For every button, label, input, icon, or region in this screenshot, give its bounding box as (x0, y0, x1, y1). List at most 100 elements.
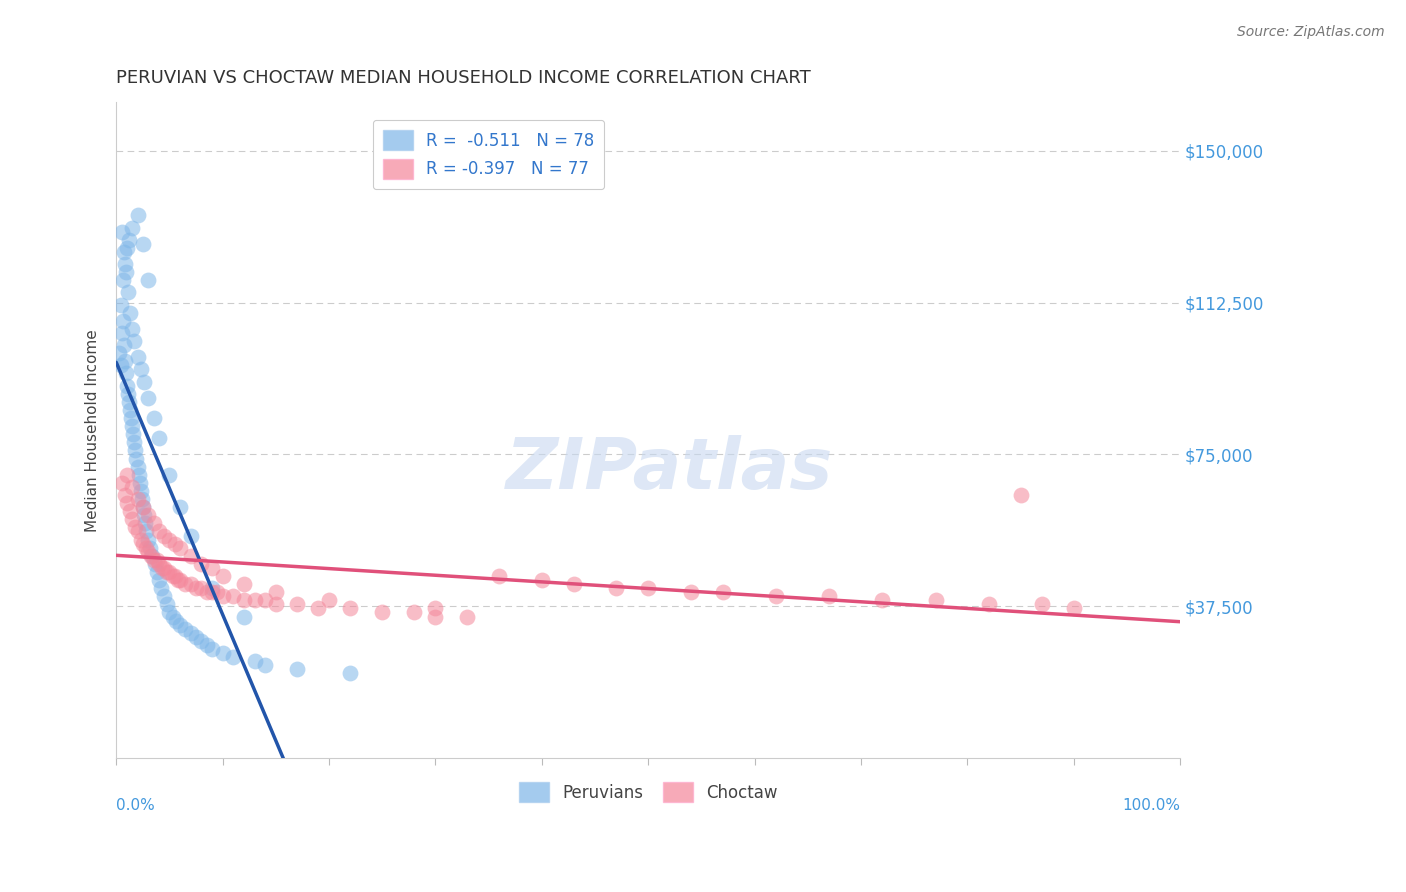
Point (264, 598, 287, 612)
Point (159, 533, 181, 547)
Point (145, 565, 167, 579)
Point (159, 606, 181, 620)
Point (180, 528, 202, 542)
Point (136, 545, 159, 559)
Point (124, 334, 146, 348)
Point (132, 375, 155, 389)
Point (167, 573, 190, 587)
Point (136, 533, 159, 547)
Point (139, 541, 162, 555)
Point (190, 557, 212, 571)
Point (169, 573, 191, 587)
Point (149, 581, 172, 595)
Point (201, 561, 224, 575)
Point (169, 617, 191, 632)
Point (115, 378, 138, 392)
Point (180, 549, 202, 563)
Point (115, 241, 138, 255)
Text: Source: ZipAtlas.com: Source: ZipAtlas.com (1237, 25, 1385, 39)
Point (120, 306, 142, 320)
Point (163, 569, 186, 583)
Point (127, 459, 149, 474)
Point (222, 650, 245, 665)
Point (132, 236, 155, 251)
Point (924, 593, 946, 607)
Point (127, 350, 149, 364)
Point (115, 496, 138, 510)
Point (165, 614, 187, 628)
Point (637, 581, 659, 595)
Point (148, 573, 170, 587)
Point (169, 541, 191, 555)
Text: 0.0%: 0.0% (117, 797, 155, 813)
Point (530, 573, 553, 587)
Point (339, 601, 361, 615)
Point (118, 394, 141, 409)
Point (110, 225, 132, 239)
Point (114, 354, 136, 368)
Point (108, 346, 131, 360)
Point (131, 491, 153, 506)
Point (243, 593, 266, 607)
Text: 100.0%: 100.0% (1122, 797, 1180, 813)
Point (135, 524, 157, 539)
Point (111, 273, 134, 287)
Point (153, 528, 176, 542)
Point (136, 273, 159, 287)
Point (124, 435, 146, 450)
Point (134, 516, 156, 531)
Point (115, 265, 138, 279)
Point (488, 569, 510, 583)
Point (1010, 488, 1032, 502)
Point (132, 500, 155, 515)
Point (153, 561, 176, 575)
Point (562, 577, 585, 591)
Point (163, 536, 186, 550)
Point (141, 549, 163, 563)
Point (195, 638, 218, 652)
Point (153, 589, 176, 603)
Point (872, 593, 894, 607)
Point (162, 569, 184, 583)
Point (110, 359, 132, 373)
Point (285, 662, 308, 676)
Point (159, 467, 181, 482)
Point (184, 581, 207, 595)
Point (339, 666, 361, 681)
Point (148, 524, 170, 539)
Point (180, 625, 202, 640)
Point (112, 338, 135, 352)
Point (128, 467, 150, 482)
Point (318, 593, 340, 607)
Point (110, 297, 132, 311)
Point (222, 589, 245, 603)
Point (117, 386, 139, 401)
Point (136, 391, 159, 405)
Point (184, 630, 207, 644)
Point (132, 508, 155, 523)
Point (425, 609, 447, 624)
Point (117, 285, 139, 300)
Point (110, 475, 132, 490)
Y-axis label: Median Household Income: Median Household Income (86, 329, 100, 532)
Point (121, 480, 143, 494)
Point (115, 367, 138, 381)
Point (112, 244, 135, 259)
Point (142, 411, 165, 425)
Point (233, 593, 256, 607)
Text: PERUVIAN VS CHOCTAW MEDIAN HOUSEHOLD INCOME CORRELATION CHART: PERUVIAN VS CHOCTAW MEDIAN HOUSEHOLD INC… (117, 69, 811, 87)
Point (128, 475, 150, 490)
Point (201, 581, 224, 595)
Point (136, 508, 159, 523)
Point (142, 553, 165, 567)
Point (425, 601, 447, 615)
Point (145, 553, 167, 567)
Point (285, 598, 308, 612)
Point (679, 585, 702, 599)
Point (120, 504, 142, 518)
Point (190, 581, 212, 595)
Point (125, 451, 148, 466)
Point (371, 606, 394, 620)
Point (190, 633, 212, 648)
Point (818, 589, 841, 603)
